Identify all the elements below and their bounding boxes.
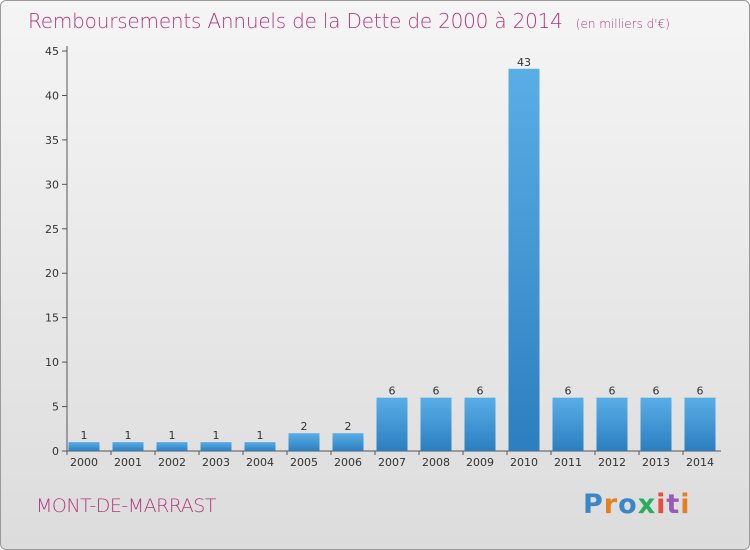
x-tick-label: 2010 xyxy=(510,456,538,469)
bar-value-label: 6 xyxy=(389,385,396,398)
y-tick-label: 10 xyxy=(45,356,59,369)
bar-2012[interactable] xyxy=(596,397,628,451)
logo-letter: r xyxy=(603,489,619,520)
x-tick-label: 2002 xyxy=(158,456,186,469)
commune-name: MONT-DE-MARRAST xyxy=(36,495,216,517)
y-tick-label: 15 xyxy=(45,312,59,325)
bar-2011[interactable] xyxy=(552,397,584,451)
logo-letter: o xyxy=(618,489,638,520)
bar-2003[interactable] xyxy=(200,442,232,451)
chart-bars: 1 1 1 1 1 2 2 6 6 6 43 6 6 6 6 xyxy=(68,56,716,452)
bar-2009[interactable] xyxy=(464,397,496,451)
x-tick-label: 2007 xyxy=(378,456,406,469)
x-tick-label: 2000 xyxy=(70,456,98,469)
logo-letter: i xyxy=(680,489,691,520)
bar-2014[interactable] xyxy=(684,397,716,451)
bar-value-label: 6 xyxy=(653,385,660,398)
x-tick-label: 2006 xyxy=(334,456,362,469)
bar-value-label: 1 xyxy=(81,429,88,442)
x-tick-label: 2004 xyxy=(246,456,274,469)
logo-letter: t xyxy=(666,489,681,520)
bar-value-label: 6 xyxy=(697,385,704,398)
bar-2002[interactable] xyxy=(156,442,188,451)
bar-2007[interactable] xyxy=(376,397,408,451)
bar-value-label: 2 xyxy=(301,420,308,433)
x-tick-label: 2014 xyxy=(686,456,714,469)
x-tick-label: 2005 xyxy=(290,456,318,469)
bar-value-label: 43 xyxy=(517,56,531,69)
y-tick-label: 0 xyxy=(52,445,59,458)
x-tick-label: 2001 xyxy=(114,456,142,469)
bar-value-label: 6 xyxy=(565,385,572,398)
y-tick-label: 40 xyxy=(45,89,59,102)
logo-letter: x xyxy=(637,489,657,520)
logo-letter: i xyxy=(656,489,667,520)
y-tick-label: 35 xyxy=(45,134,59,147)
bar-2000[interactable] xyxy=(68,442,100,451)
bar-value-label: 6 xyxy=(609,385,616,398)
bar-2005[interactable] xyxy=(288,433,320,451)
bar-value-label: 1 xyxy=(125,429,132,442)
x-tick-label: 2009 xyxy=(466,456,494,469)
bar-2010[interactable] xyxy=(508,68,540,452)
logo-letter: P xyxy=(583,489,604,520)
bar-value-label: 6 xyxy=(477,385,484,398)
y-tick-label: 25 xyxy=(45,223,59,236)
bar-value-label: 1 xyxy=(257,429,264,442)
chart-title-main: Remboursements Annuels de la Dette de 20… xyxy=(28,9,563,33)
bar-value-label: 1 xyxy=(213,429,220,442)
x-tick-label: 2013 xyxy=(642,456,670,469)
chart-axes: 0 5 10 15 20 25 30 35 40 45 2000 2001 2002 2003 2004 20… xyxy=(45,45,721,469)
x-tick-label: 2008 xyxy=(422,456,450,469)
bar-2013[interactable] xyxy=(640,397,672,451)
y-tick-label: 30 xyxy=(45,178,59,191)
bar-2001[interactable] xyxy=(112,442,144,451)
x-tick-label: 2011 xyxy=(554,456,582,469)
chart-title: Remboursements Annuels de la Dette de 20… xyxy=(28,9,670,33)
bar-value-label: 2 xyxy=(345,420,352,433)
y-tick-label: 45 xyxy=(45,45,59,58)
bar-2004[interactable] xyxy=(244,442,276,451)
bar-2008[interactable] xyxy=(420,397,452,451)
y-tick-label: 5 xyxy=(52,401,59,414)
bar-value-label: 1 xyxy=(169,429,176,442)
proxiti-logo[interactable]: Proxiti xyxy=(583,489,691,520)
bar-value-label: 6 xyxy=(433,385,440,398)
x-tick-label: 2012 xyxy=(598,456,626,469)
x-tick-label: 2003 xyxy=(202,456,230,469)
bar-2006[interactable] xyxy=(332,433,364,451)
chart-title-unit: (en milliers d'€) xyxy=(575,17,670,31)
y-tick-label: 20 xyxy=(45,267,59,280)
